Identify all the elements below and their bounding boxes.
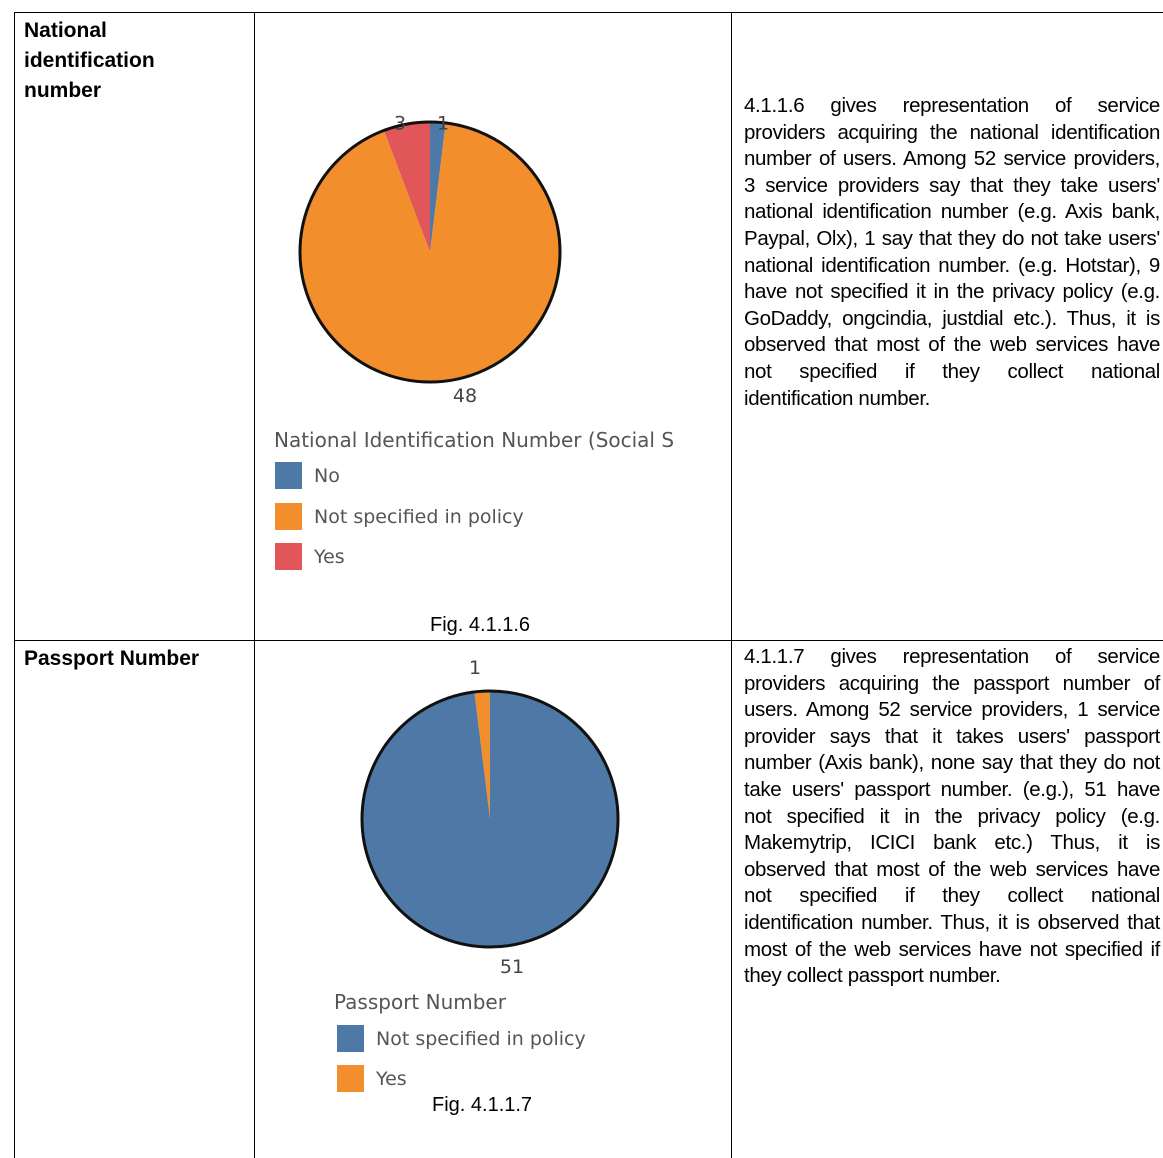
figure-caption-4-1-1-7: Fig. 4.1.1.7 xyxy=(432,1094,533,1116)
legend-swatch xyxy=(337,1025,364,1052)
legend-swatch xyxy=(275,543,302,570)
pie-slice-not-specified-in-policy xyxy=(362,691,618,947)
legend-item-yes: Yes xyxy=(337,1065,407,1092)
legend-item-no: No xyxy=(275,462,340,489)
legend-label: Not specified in policy xyxy=(376,1027,586,1050)
legend-label: Yes xyxy=(314,545,345,568)
legend-swatch xyxy=(275,503,302,530)
paragraph-national-id: 4.1.1.6 gives representation of service … xyxy=(744,94,1160,410)
legend-item-not-specified: Not specified in policy xyxy=(275,503,524,530)
pie-data-label: 1 xyxy=(469,657,481,679)
pie-slice-no xyxy=(430,122,446,252)
row-label-line: National xyxy=(24,19,107,42)
pie-data-label: 51 xyxy=(500,956,524,978)
row-label-line: identification xyxy=(24,49,155,72)
pie-outline xyxy=(298,120,562,384)
table-left-border xyxy=(14,12,15,1158)
row-label-national-id: National identification number xyxy=(24,16,155,106)
table-column-divider-1 xyxy=(254,12,255,1158)
figure-caption-4-1-1-6: Fig. 4.1.1.6 xyxy=(430,614,531,636)
legend-label: No xyxy=(314,464,340,487)
pie-data-label: 3 xyxy=(394,113,406,135)
pie-slice-yes xyxy=(383,122,430,252)
legend-label: Not specified in policy xyxy=(314,505,524,528)
pie-data-label: 48 xyxy=(453,385,477,407)
paragraph-passport: 4.1.1.7 gives representation of service … xyxy=(744,645,1160,988)
pie-outline xyxy=(360,689,620,949)
pie-data-label: 1 xyxy=(437,113,449,135)
legend-swatch xyxy=(275,462,302,489)
legend-item-not-specified: Not specified in policy xyxy=(337,1025,586,1052)
row-label-line: number xyxy=(24,79,102,102)
pie-chart-national-id: 1 48 3 xyxy=(298,113,562,407)
legend-label: Yes xyxy=(376,1067,407,1090)
legend-swatch xyxy=(337,1065,364,1092)
table-row-divider xyxy=(14,640,1163,641)
legend-title-national-id: National Identification Number (Social S xyxy=(274,428,675,452)
pie-chart-passport: 1 51 xyxy=(360,657,620,978)
legend-item-yes: Yes xyxy=(275,543,345,570)
pie-slice-yes xyxy=(474,691,490,819)
pie-slice-not-specified-in-policy xyxy=(300,122,560,382)
table-column-divider-2 xyxy=(731,12,732,1158)
row-label-passport: Passport Number xyxy=(24,647,200,670)
table-top-border xyxy=(14,12,1163,13)
legend-title-passport: Passport Number xyxy=(334,990,506,1014)
